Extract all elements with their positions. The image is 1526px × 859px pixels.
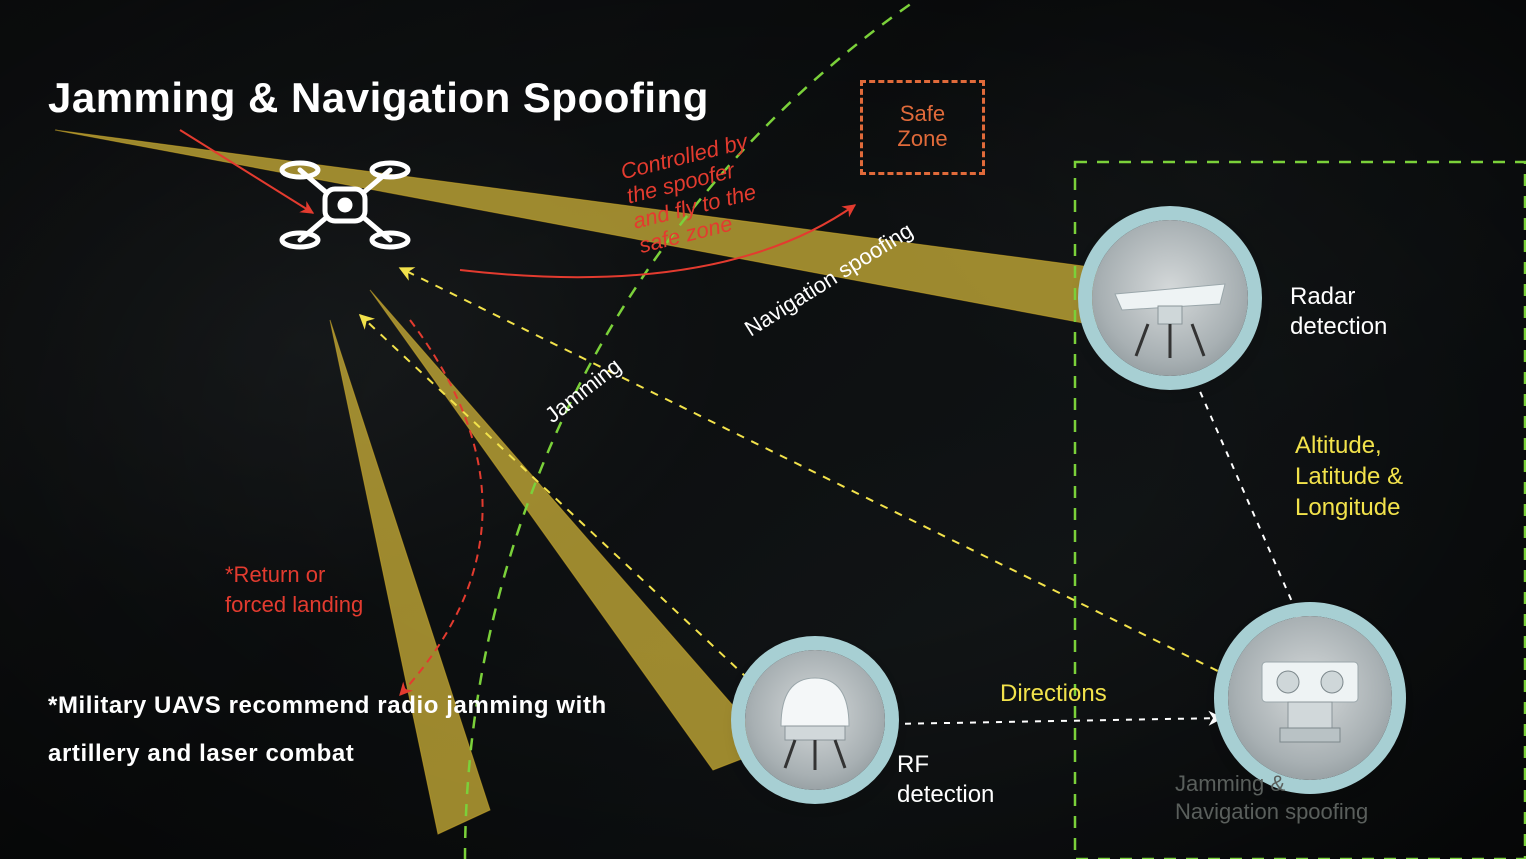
jammer-device bbox=[1228, 616, 1392, 780]
page-title: Jamming & Navigation Spoofing bbox=[48, 74, 709, 122]
safe-zone-label-2: Zone bbox=[897, 126, 947, 151]
jammer-shape-icon bbox=[1228, 616, 1392, 780]
safe-zone-label-1: Safe bbox=[900, 101, 945, 126]
label-altitude: Altitude,Latitude &Longitude bbox=[1295, 430, 1403, 524]
rf-shape-icon bbox=[745, 650, 885, 790]
footnote: *Military UAVS recommend radio jamming w… bbox=[48, 682, 608, 778]
arrow-rf-to-jammer bbox=[892, 718, 1222, 724]
label-rf: RFdetection bbox=[897, 750, 994, 810]
label-radar: Radardetection bbox=[1290, 282, 1387, 342]
label-directions: Directions bbox=[1000, 680, 1107, 709]
label-jammer: Jamming &Navigation spoofing bbox=[1175, 770, 1368, 825]
label-return: *Return orforced landing bbox=[225, 560, 363, 619]
safe-zone-box: Safe Zone bbox=[860, 80, 985, 175]
arrow-radar-to-jammer bbox=[1195, 380, 1300, 620]
radar-device bbox=[1092, 220, 1248, 376]
radar-shape-icon bbox=[1092, 220, 1248, 376]
rf-device bbox=[745, 650, 885, 790]
